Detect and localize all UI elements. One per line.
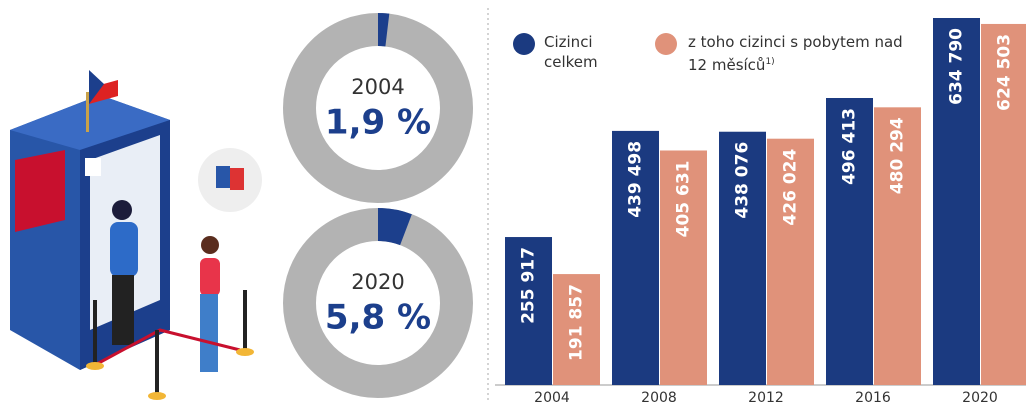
bar-value-label: 634 790 (947, 28, 967, 105)
legend-entry: z toho cizinci s pobytem nad 12 měsíců1) (688, 32, 908, 75)
bar-value-label: 191 857 (567, 284, 587, 361)
bar-value-label: 255 917 (519, 247, 539, 324)
legend-label: Cizinci celkem (544, 33, 598, 71)
legend-entry: Cizinci celkem (544, 32, 614, 72)
legend-text: Cizinci celkem (544, 32, 614, 72)
x-tick-label: 2012 (748, 390, 784, 406)
footnote-marker: 1) (765, 57, 775, 67)
x-tick-label: 2008 (641, 390, 677, 406)
bar-value-label: 438 076 (733, 142, 753, 219)
bar-value-label: 405 631 (674, 160, 694, 237)
donut-title: 2004 (351, 75, 404, 99)
x-tick-label: 2004 (534, 390, 570, 406)
x-tick-label: 2016 (855, 390, 891, 406)
donut-slice (378, 208, 412, 246)
bar (660, 150, 707, 385)
bar-value-label: 480 294 (888, 117, 908, 194)
legend-label: z toho cizinci s pobytem nad 12 měsíců (688, 33, 903, 74)
donut-value-label: 1,9 % (325, 103, 431, 143)
bar-value-label: 439 498 (626, 141, 646, 218)
bar (981, 23, 1026, 386)
bar (874, 107, 921, 386)
bar-value-label: 624 503 (995, 34, 1015, 111)
x-tick-label: 2020 (962, 390, 998, 406)
donut-value-label: 5,8 % (325, 298, 431, 338)
illustration (10, 62, 262, 400)
bar (826, 98, 873, 385)
bar (719, 131, 766, 385)
bar-value-label: 426 024 (781, 149, 801, 226)
bar (505, 237, 552, 385)
bar (933, 18, 980, 385)
legend-swatch (655, 33, 677, 55)
bar (612, 130, 659, 385)
legend-swatch (513, 33, 535, 55)
bar (553, 274, 600, 385)
bar (767, 138, 814, 385)
legend-text: z toho cizinci s pobytem nad 12 měsíců1) (688, 32, 908, 75)
bar-value-label: 496 413 (840, 108, 860, 185)
donut-title: 2020 (351, 270, 404, 294)
donut-slice (378, 13, 390, 47)
